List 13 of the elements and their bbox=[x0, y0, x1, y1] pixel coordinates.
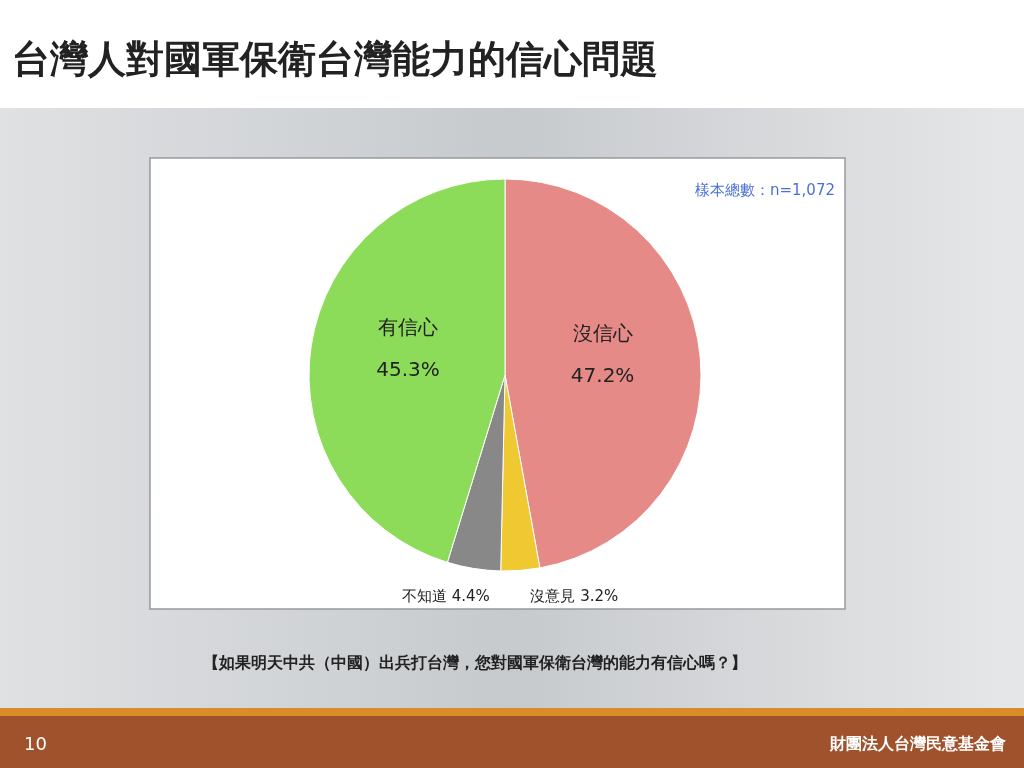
text: 財團法人台灣民意基金會 bbox=[829, 734, 1006, 753]
text: 10 bbox=[24, 733, 47, 754]
data-label: 47.2% bbox=[570, 363, 635, 388]
slice-label: 沒意見 bbox=[530, 587, 576, 605]
slice-label: 不知道 bbox=[401, 587, 447, 605]
text: 【如果明天中共（中國）出兵打台灣，您對國軍保衛台灣的能力有信心嗎？】 bbox=[203, 653, 747, 672]
chart-title: 台灣人對國軍保衛台灣能力的信心問題 bbox=[12, 37, 658, 81]
data-label: 45.3% bbox=[376, 357, 440, 382]
data-label: 4.4% bbox=[451, 587, 490, 605]
slice-label: 沒信心 bbox=[572, 321, 633, 346]
slice-label: 有信心 bbox=[378, 315, 439, 340]
text: 樣本總數：n=1,072 bbox=[694, 181, 835, 199]
data-label: 3.2% bbox=[580, 587, 619, 605]
